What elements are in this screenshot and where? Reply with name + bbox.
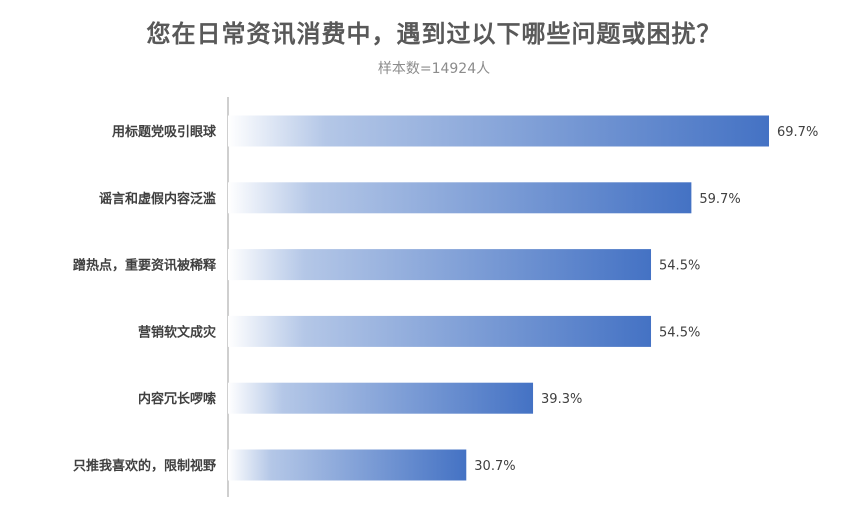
chart-subtitle: 样本数=14924人 (377, 61, 491, 77)
chart-title: 您在日常资讯消费中，遇到过以下哪些问题或困扰？ (146, 20, 722, 48)
value-label-4: 54.5% (659, 325, 700, 340)
bar-3 (228, 249, 652, 281)
bar-2 (228, 182, 692, 214)
category-label-5: 内容冗长啰嗦 (138, 391, 216, 407)
value-label-6: 30.7% (474, 459, 515, 474)
value-label-2: 59.7% (699, 192, 740, 207)
value-label-1: 69.7% (777, 125, 818, 140)
bar-6 (228, 449, 467, 481)
value-label-5: 39.3% (541, 392, 582, 407)
category-label-3: 蹭热点，重要资讯被稀释 (73, 258, 217, 274)
category-label-1: 用标题党吸引眼球 (111, 124, 217, 140)
bar-4 (228, 315, 652, 347)
category-label-2: 谣言和虚假内容泛滥 (99, 191, 216, 207)
value-label-3: 54.5% (659, 259, 700, 274)
category-label-6: 只推我喜欢的，限制视野 (73, 458, 216, 474)
bar-1 (228, 115, 769, 147)
category-label-4: 营销软文成灾 (138, 324, 217, 340)
bar-5 (228, 382, 534, 414)
